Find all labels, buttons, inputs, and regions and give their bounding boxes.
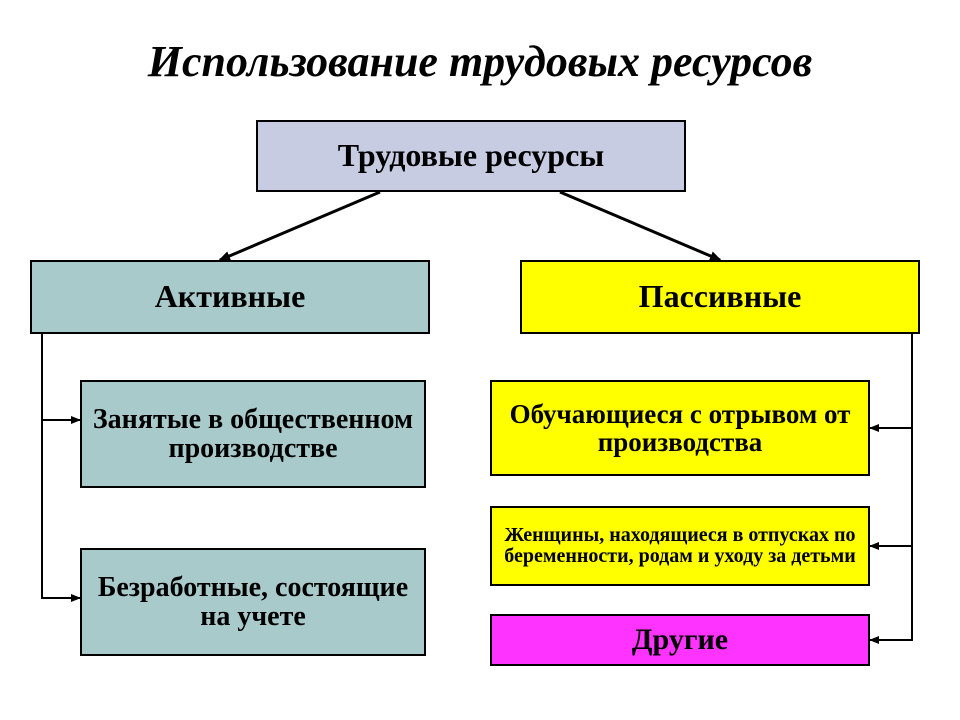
box-passive-child1-label: Обучающиеся с отрывом от производства [500, 400, 860, 457]
box-passive-label: Пассивные [639, 280, 802, 314]
box-active-child2-label: Безработные, состоящие на учете [90, 573, 416, 632]
box-passive-child2: Женщины, находящиеся в отпусках по берем… [490, 506, 870, 586]
page-title: Использование трудовых ресурсов [20, 36, 940, 87]
box-active-child1-label: Занятые в общественном производстве [90, 405, 416, 464]
box-root-label: Трудовые ресурсы [338, 139, 605, 173]
box-passive-child2-label: Женщины, находящиеся в отпусках по берем… [500, 525, 860, 567]
box-active: Активные [30, 260, 430, 334]
box-passive-child3-label: Другие [632, 624, 728, 656]
box-active-label: Активные [155, 280, 306, 314]
box-passive-child1: Обучающиеся с отрывом от производства [490, 380, 870, 476]
box-passive: Пассивные [520, 260, 920, 334]
box-active-child2: Безработные, состоящие на учете [80, 548, 426, 656]
box-active-child1: Занятые в общественном производстве [80, 380, 426, 488]
box-root: Трудовые ресурсы [256, 120, 686, 192]
box-passive-child3: Другие [490, 614, 870, 666]
